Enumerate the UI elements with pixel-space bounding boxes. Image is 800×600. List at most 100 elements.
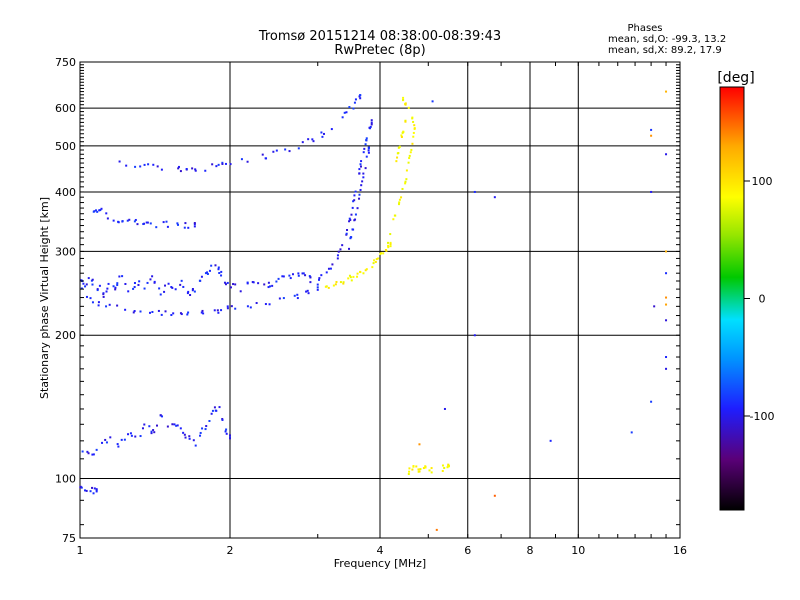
- data-point: [353, 199, 356, 202]
- data-point: [188, 437, 191, 440]
- data-point: [396, 156, 399, 159]
- data-point: [365, 268, 368, 271]
- data-point: [116, 282, 119, 285]
- data-point: [194, 169, 197, 172]
- data-point: [176, 222, 179, 225]
- data-point: [413, 124, 416, 127]
- data-point: [404, 180, 407, 183]
- data-point: [146, 221, 149, 224]
- data-point: [98, 284, 101, 287]
- data-point: [165, 220, 168, 223]
- data-point: [192, 439, 195, 442]
- y-tick-label: 600: [55, 102, 76, 115]
- data-point: [125, 164, 128, 167]
- data-point: [206, 271, 209, 274]
- data-point: [665, 272, 668, 275]
- data-point: [123, 438, 126, 441]
- data-point: [184, 436, 187, 439]
- data-point: [341, 244, 344, 247]
- data-point: [167, 282, 170, 285]
- y-tick-label: 400: [55, 186, 76, 199]
- data-point: [101, 441, 104, 444]
- data-point: [311, 138, 314, 141]
- data-point: [121, 275, 124, 278]
- data-point: [133, 281, 136, 284]
- data-point: [431, 100, 434, 103]
- data-point: [284, 148, 287, 151]
- data-point: [395, 160, 398, 163]
- data-point: [85, 295, 88, 298]
- data-point: [246, 160, 249, 163]
- data-point: [166, 225, 169, 228]
- data-point: [412, 131, 415, 134]
- data-point: [99, 209, 102, 212]
- data-point: [349, 237, 352, 240]
- data-point: [124, 308, 127, 311]
- colorbar-label: [deg]: [717, 70, 754, 86]
- data-point: [162, 221, 165, 224]
- x-tick-label: 16: [673, 544, 687, 557]
- data-point: [364, 167, 367, 170]
- data-point: [389, 245, 392, 248]
- data-point: [362, 151, 365, 154]
- data-point: [358, 95, 361, 98]
- data-point: [441, 469, 444, 472]
- data-point: [134, 165, 137, 168]
- data-point: [185, 168, 188, 171]
- data-point: [83, 489, 86, 492]
- data-point: [411, 468, 414, 471]
- data-point: [230, 305, 233, 308]
- data-point: [365, 137, 368, 140]
- data-point: [348, 274, 351, 277]
- data-point: [160, 168, 163, 171]
- data-point: [297, 272, 300, 275]
- data-point: [172, 312, 175, 315]
- data-point: [353, 101, 356, 104]
- data-point: [223, 281, 226, 284]
- data-point: [341, 116, 344, 119]
- data-point: [329, 267, 332, 270]
- data-point: [225, 428, 228, 431]
- data-point: [232, 283, 235, 286]
- data-point: [177, 223, 180, 226]
- data-point: [402, 130, 405, 133]
- data-point: [97, 304, 100, 307]
- data-point: [87, 452, 90, 455]
- data-point: [187, 311, 190, 314]
- data-point: [348, 217, 351, 220]
- data-point: [112, 219, 115, 222]
- data-point: [375, 258, 378, 261]
- x-tick-label: 8: [527, 544, 534, 557]
- data-point: [217, 163, 220, 166]
- data-point: [226, 307, 229, 310]
- data-point: [309, 281, 312, 284]
- data-point: [324, 285, 327, 288]
- data-point: [288, 274, 291, 277]
- data-point: [194, 444, 197, 447]
- data-point: [164, 310, 167, 313]
- data-point: [305, 290, 308, 293]
- data-point: [156, 165, 159, 168]
- data-point: [229, 434, 231, 437]
- data-point: [653, 305, 656, 308]
- data-point: [359, 165, 362, 168]
- data-point: [134, 435, 137, 438]
- data-point: [428, 469, 431, 472]
- data-point: [120, 438, 123, 441]
- data-point: [408, 467, 411, 470]
- data-point: [211, 409, 214, 412]
- data-point: [413, 127, 416, 130]
- data-point: [127, 290, 130, 293]
- data-point: [312, 140, 315, 143]
- data-point: [153, 280, 156, 283]
- data-point: [186, 313, 189, 316]
- data-point: [105, 212, 108, 215]
- data-point: [142, 223, 145, 226]
- data-point: [116, 443, 119, 446]
- data-point: [150, 430, 153, 433]
- data-point: [397, 146, 400, 149]
- data-point: [349, 276, 352, 279]
- data-point: [106, 287, 109, 290]
- data-point: [288, 150, 291, 153]
